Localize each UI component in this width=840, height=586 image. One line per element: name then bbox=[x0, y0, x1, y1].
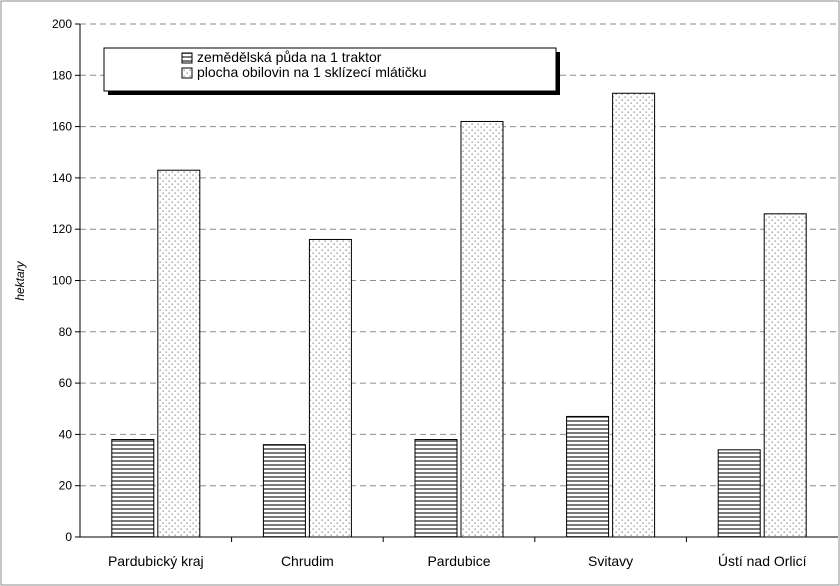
y-tick-label: 200 bbox=[52, 17, 72, 31]
y-tick-label: 140 bbox=[52, 171, 72, 185]
bar-series-1 bbox=[717, 449, 761, 538]
y-tick-label: 180 bbox=[52, 68, 72, 82]
y-tick-label: 100 bbox=[52, 274, 72, 288]
x-category-label: Chrudim bbox=[281, 553, 334, 569]
x-category-label: Pardubice bbox=[427, 553, 490, 569]
x-category-label: Pardubický kraj bbox=[108, 553, 204, 569]
bar-series-2 bbox=[612, 92, 656, 538]
bar-series-1 bbox=[262, 444, 306, 538]
legend-swatch-series-2 bbox=[181, 67, 193, 79]
y-ticks: 0 20 40 60 80 100 120 140 160 180 200 bbox=[52, 17, 80, 544]
y-tick-label: 80 bbox=[59, 325, 73, 339]
y-tick-label: 160 bbox=[52, 120, 72, 134]
bar-series-2 bbox=[308, 238, 352, 538]
legend-swatch-series-1 bbox=[181, 52, 193, 64]
x-category-label: Ústí nad Orlicí bbox=[718, 553, 807, 569]
bar-series-2 bbox=[763, 213, 807, 538]
bar-series-2 bbox=[157, 169, 201, 538]
gridlines bbox=[80, 23, 838, 487]
bar-series-1 bbox=[414, 439, 458, 538]
bars bbox=[111, 92, 807, 538]
legend: zemědělská půda na 1 traktor plocha obil… bbox=[103, 47, 560, 95]
bar-series-1 bbox=[566, 415, 610, 538]
y-axis-title: hektary bbox=[13, 260, 27, 300]
bar-series-2 bbox=[460, 120, 504, 538]
x-category-label: Svitavy bbox=[588, 553, 633, 569]
y-tick-label: 60 bbox=[59, 376, 73, 390]
y-tick-label: 0 bbox=[65, 530, 72, 544]
x-ticks: Pardubický kraj Chrudim Pardubice Svitavy Ús… bbox=[108, 537, 807, 569]
legend-label-series-2: plocha obilovin na 1 sklízecí mlátičku bbox=[197, 64, 427, 80]
legend-box bbox=[103, 47, 557, 92]
bar-series-1 bbox=[111, 439, 155, 538]
y-tick-label: 20 bbox=[59, 479, 73, 493]
y-tick-label: 40 bbox=[59, 427, 73, 441]
legend-label-series-1: zemědělská půda na 1 traktor bbox=[197, 49, 382, 65]
y-tick-label: 120 bbox=[52, 222, 72, 236]
